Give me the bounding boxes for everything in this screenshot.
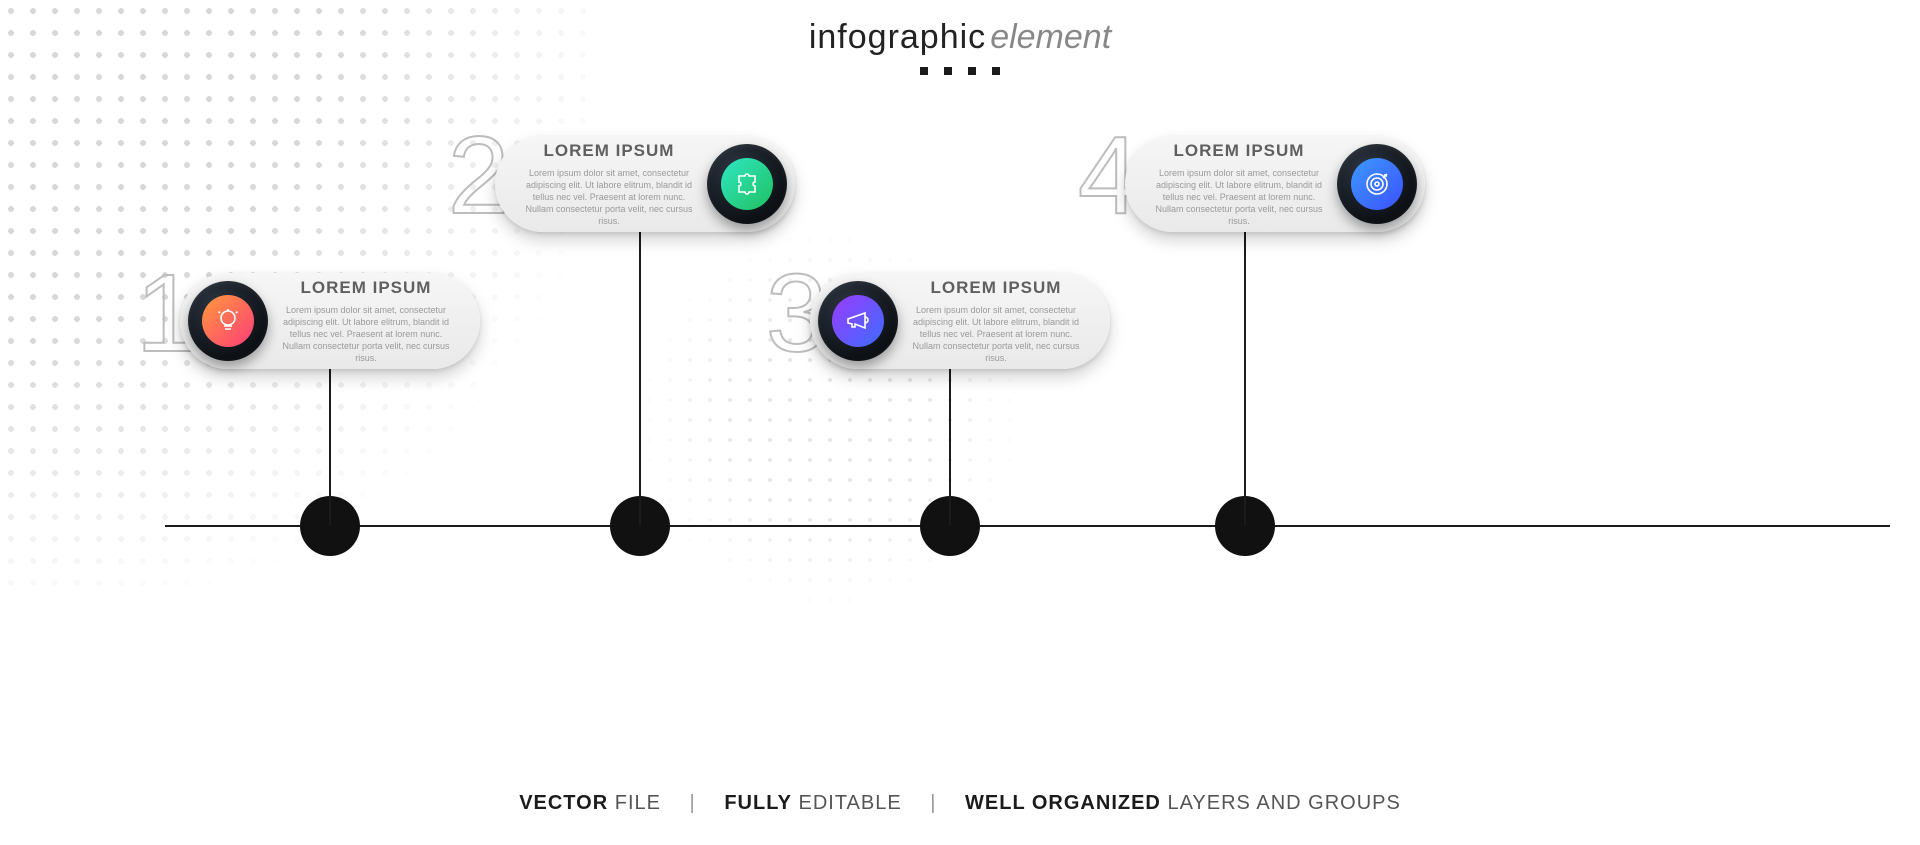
step-pill-2: LOREM IPSUM Lorem ipsum dolor sit amet, c… — [495, 136, 795, 232]
step-pill-1: LOREM IPSUM Lorem ipsum dolor sit amet, c… — [180, 273, 480, 369]
step-title-1: LOREM IPSUM — [280, 278, 452, 298]
puzzle-icon — [707, 144, 787, 224]
footer-part-1-bold: VECTOR — [519, 792, 608, 814]
step-pill-4: LOREM IPSUM Lorem ipsum dolor sit amet, c… — [1125, 136, 1425, 232]
footer-part-2-bold: FULLY — [724, 792, 792, 814]
footer-part-1-light: FILE — [615, 792, 661, 814]
target-icon — [1337, 144, 1417, 224]
megaphone-icon — [818, 281, 898, 361]
title-word-1: infographic — [809, 18, 986, 56]
title-decor-dots — [0, 62, 1920, 80]
title-word-2: element — [990, 18, 1111, 56]
stem-4 — [1244, 232, 1246, 525]
stem-2 — [639, 232, 641, 525]
step-body-1: Lorem ipsum dolor sit amet, consectetur … — [280, 304, 452, 365]
step-body-2: Lorem ipsum dolor sit amet, consectetur … — [523, 167, 695, 228]
footer-part-3-light: LAYERS AND GROUPS — [1167, 792, 1400, 814]
step-title-2: LOREM IPSUM — [523, 141, 695, 161]
stem-3 — [949, 369, 951, 525]
step-body-3: Lorem ipsum dolor sit amet, consectetur … — [910, 304, 1082, 365]
step-title-3: LOREM IPSUM — [910, 278, 1082, 298]
timeline-axis — [165, 525, 1890, 527]
step-title-4: LOREM IPSUM — [1153, 141, 1325, 161]
step-pill-3: LOREM IPSUM Lorem ipsum dolor sit amet, c… — [810, 273, 1110, 369]
lightbulb-icon — [188, 281, 268, 361]
footer-part-3-bold: WELL ORGANIZED — [965, 792, 1161, 814]
step-body-4: Lorem ipsum dolor sit amet, consectetur … — [1153, 167, 1325, 228]
page-title: infographicelement — [0, 18, 1920, 57]
stem-1 — [329, 369, 331, 525]
footer-caption: VECTOR FILE | FULLY EDITABLE | WELL ORGA… — [0, 792, 1920, 815]
footer-part-2-light: EDITABLE — [798, 792, 901, 814]
